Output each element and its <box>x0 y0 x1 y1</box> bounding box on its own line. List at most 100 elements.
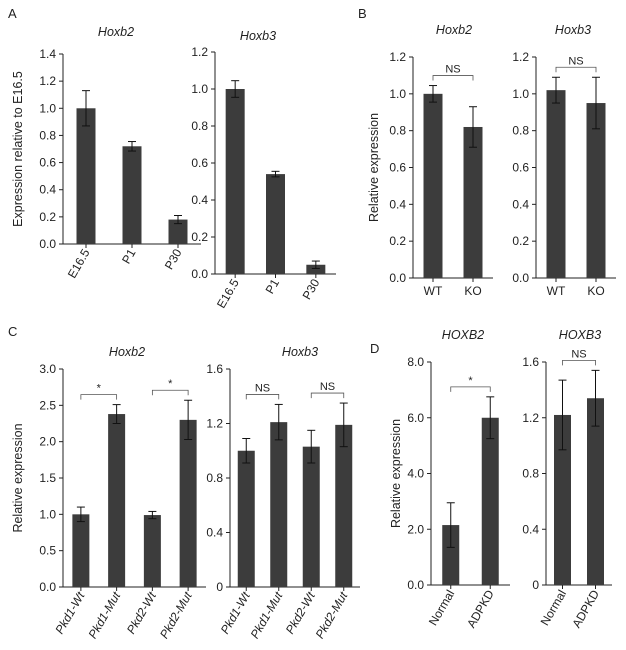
significance-label: NS <box>568 55 583 67</box>
x-tick-label: P30 <box>300 276 323 302</box>
significance-label: NS <box>320 381 335 393</box>
chart-title: Hoxb2 <box>109 345 145 359</box>
y-tick-label: 1.2 <box>512 50 529 64</box>
bar <box>143 515 161 587</box>
x-tick-label: E16.5 <box>65 246 93 280</box>
significance-bracket <box>310 392 345 399</box>
bar <box>76 108 96 245</box>
y-tick-label: 0.0 <box>407 578 424 592</box>
bar <box>306 264 326 274</box>
chart-title: HOXB3 <box>559 328 601 342</box>
y-axis-label: Expression relative to E16.5 <box>11 71 25 227</box>
bar <box>179 419 197 587</box>
bar <box>225 89 245 274</box>
significance-label: NS <box>445 64 460 76</box>
x-tick-label: ADPKD <box>569 587 602 630</box>
panel-letter: B <box>358 6 367 21</box>
chart-title: Hoxb3 <box>555 23 591 37</box>
y-tick-label: 0.4 <box>206 526 223 540</box>
y-tick-label: 0.8 <box>389 124 406 138</box>
y-tick-label: 1.0 <box>39 507 56 521</box>
x-tick-label: ADPKD <box>464 587 497 630</box>
significance-bracket <box>562 359 596 366</box>
y-tick-label: 0.6 <box>191 156 208 170</box>
x-tick-label: WT <box>547 284 566 298</box>
y-tick-label: 0.4 <box>191 193 208 207</box>
y-tick-label: 1.6 <box>206 362 223 376</box>
chart-b-hoxb3: Hoxb3 0.0 0.2 0.4 0.6 0.8 1.0 1.2 WT KO NS <box>512 23 616 298</box>
x-tick-label: E16.5 <box>214 276 242 310</box>
y-tick-label: 0.0 <box>389 271 406 285</box>
chart-title: Hoxb2 <box>436 23 472 37</box>
y-tick-label: 6.0 <box>407 411 424 425</box>
y-tick-label: 1.0 <box>39 101 56 115</box>
significance-label: * <box>168 378 173 390</box>
chart-title: HOXB2 <box>442 328 484 342</box>
y-tick-label: 0.0 <box>512 271 529 285</box>
y-tick-label: 0.8 <box>206 471 223 485</box>
y-axis-label: Relative expression <box>389 419 403 528</box>
y-tick-label: 0.6 <box>389 161 406 175</box>
y-tick-label: 0 <box>532 578 539 592</box>
y-tick-label: 2.5 <box>39 398 56 412</box>
bar <box>554 414 571 585</box>
y-tick-label: 0.0 <box>39 237 56 251</box>
y-tick-label: 4.0 <box>407 467 424 481</box>
bar <box>546 90 566 279</box>
significance-label: * <box>468 375 473 387</box>
bar <box>72 514 90 587</box>
y-tick-label: 0.8 <box>512 124 529 138</box>
y-tick-label: 0.8 <box>39 128 56 142</box>
bar <box>122 146 142 244</box>
x-tick-label: WT <box>424 284 443 298</box>
y-tick-label: 0.6 <box>512 161 529 175</box>
y-tick-label: 1.0 <box>512 87 529 101</box>
bar <box>108 414 126 587</box>
significance-label: * <box>97 383 102 395</box>
x-tick-label: P30 <box>162 246 185 272</box>
y-tick-label: 0.4 <box>39 183 56 197</box>
y-tick-label: 0.6 <box>39 156 56 170</box>
bar <box>335 424 353 587</box>
bar <box>270 422 288 587</box>
chart-title: Hoxb2 <box>98 25 134 39</box>
y-tick-label: 3.0 <box>39 362 56 376</box>
y-tick-label: 1.6 <box>522 355 539 369</box>
chart-c-hoxb3: Hoxb3 0 0.4 0.8 1.2 1.6 Pkd1-WtPkd1-MutPkd2-Wt… <box>206 345 360 641</box>
y-tick-label: 1.2 <box>191 45 208 59</box>
y-tick-label: 1.4 <box>39 47 56 61</box>
significance-bracket <box>555 66 597 73</box>
chart-a-hoxb3: Hoxb3 0.0 0.2 0.4 0.6 0.8 1.0 1.2 E16.5 P1 P30 <box>191 29 336 311</box>
significance-bracket <box>450 386 491 392</box>
y-tick-label: 2.0 <box>39 435 56 449</box>
x-tick-label: Pkd1-Mut <box>248 589 286 641</box>
x-tick-label: Pkd2-Mut <box>313 589 351 641</box>
significance-bracket <box>80 394 118 400</box>
panel-letter: D <box>370 341 379 356</box>
bar <box>266 174 285 274</box>
chart-title: Hoxb3 <box>282 345 318 359</box>
y-tick-label: 1.2 <box>389 50 406 64</box>
chart-a-hoxb2: Hoxb2 0.0 0.2 0.4 0.6 0.8 1.0 1.2 1.4 Expression … <box>11 25 201 281</box>
y-tick-label: 0.2 <box>39 210 56 224</box>
panel-letter: A <box>8 6 17 21</box>
y-tick-label: 0.8 <box>191 119 208 133</box>
x-tick-label: Pkd1-Wt <box>218 589 253 636</box>
bar <box>587 398 604 585</box>
x-tick-label: Normal <box>426 588 457 628</box>
x-tick-label: Pkd1-Mut <box>85 589 123 641</box>
y-tick-label: 0.2 <box>512 234 529 248</box>
y-tick-label: 0.2 <box>191 230 208 244</box>
x-tick-label: Normal <box>538 588 569 628</box>
bar <box>481 417 499 585</box>
bar <box>302 446 320 587</box>
y-tick-label: 1.2 <box>522 411 539 425</box>
y-tick-label: 8.0 <box>407 355 424 369</box>
bar <box>237 450 255 587</box>
bar <box>442 525 460 585</box>
x-tick-label: P1 <box>119 246 139 266</box>
y-axis-label: Relative expression <box>11 423 25 532</box>
significance-bracket <box>245 394 280 400</box>
x-tick-label: KO <box>464 284 481 298</box>
